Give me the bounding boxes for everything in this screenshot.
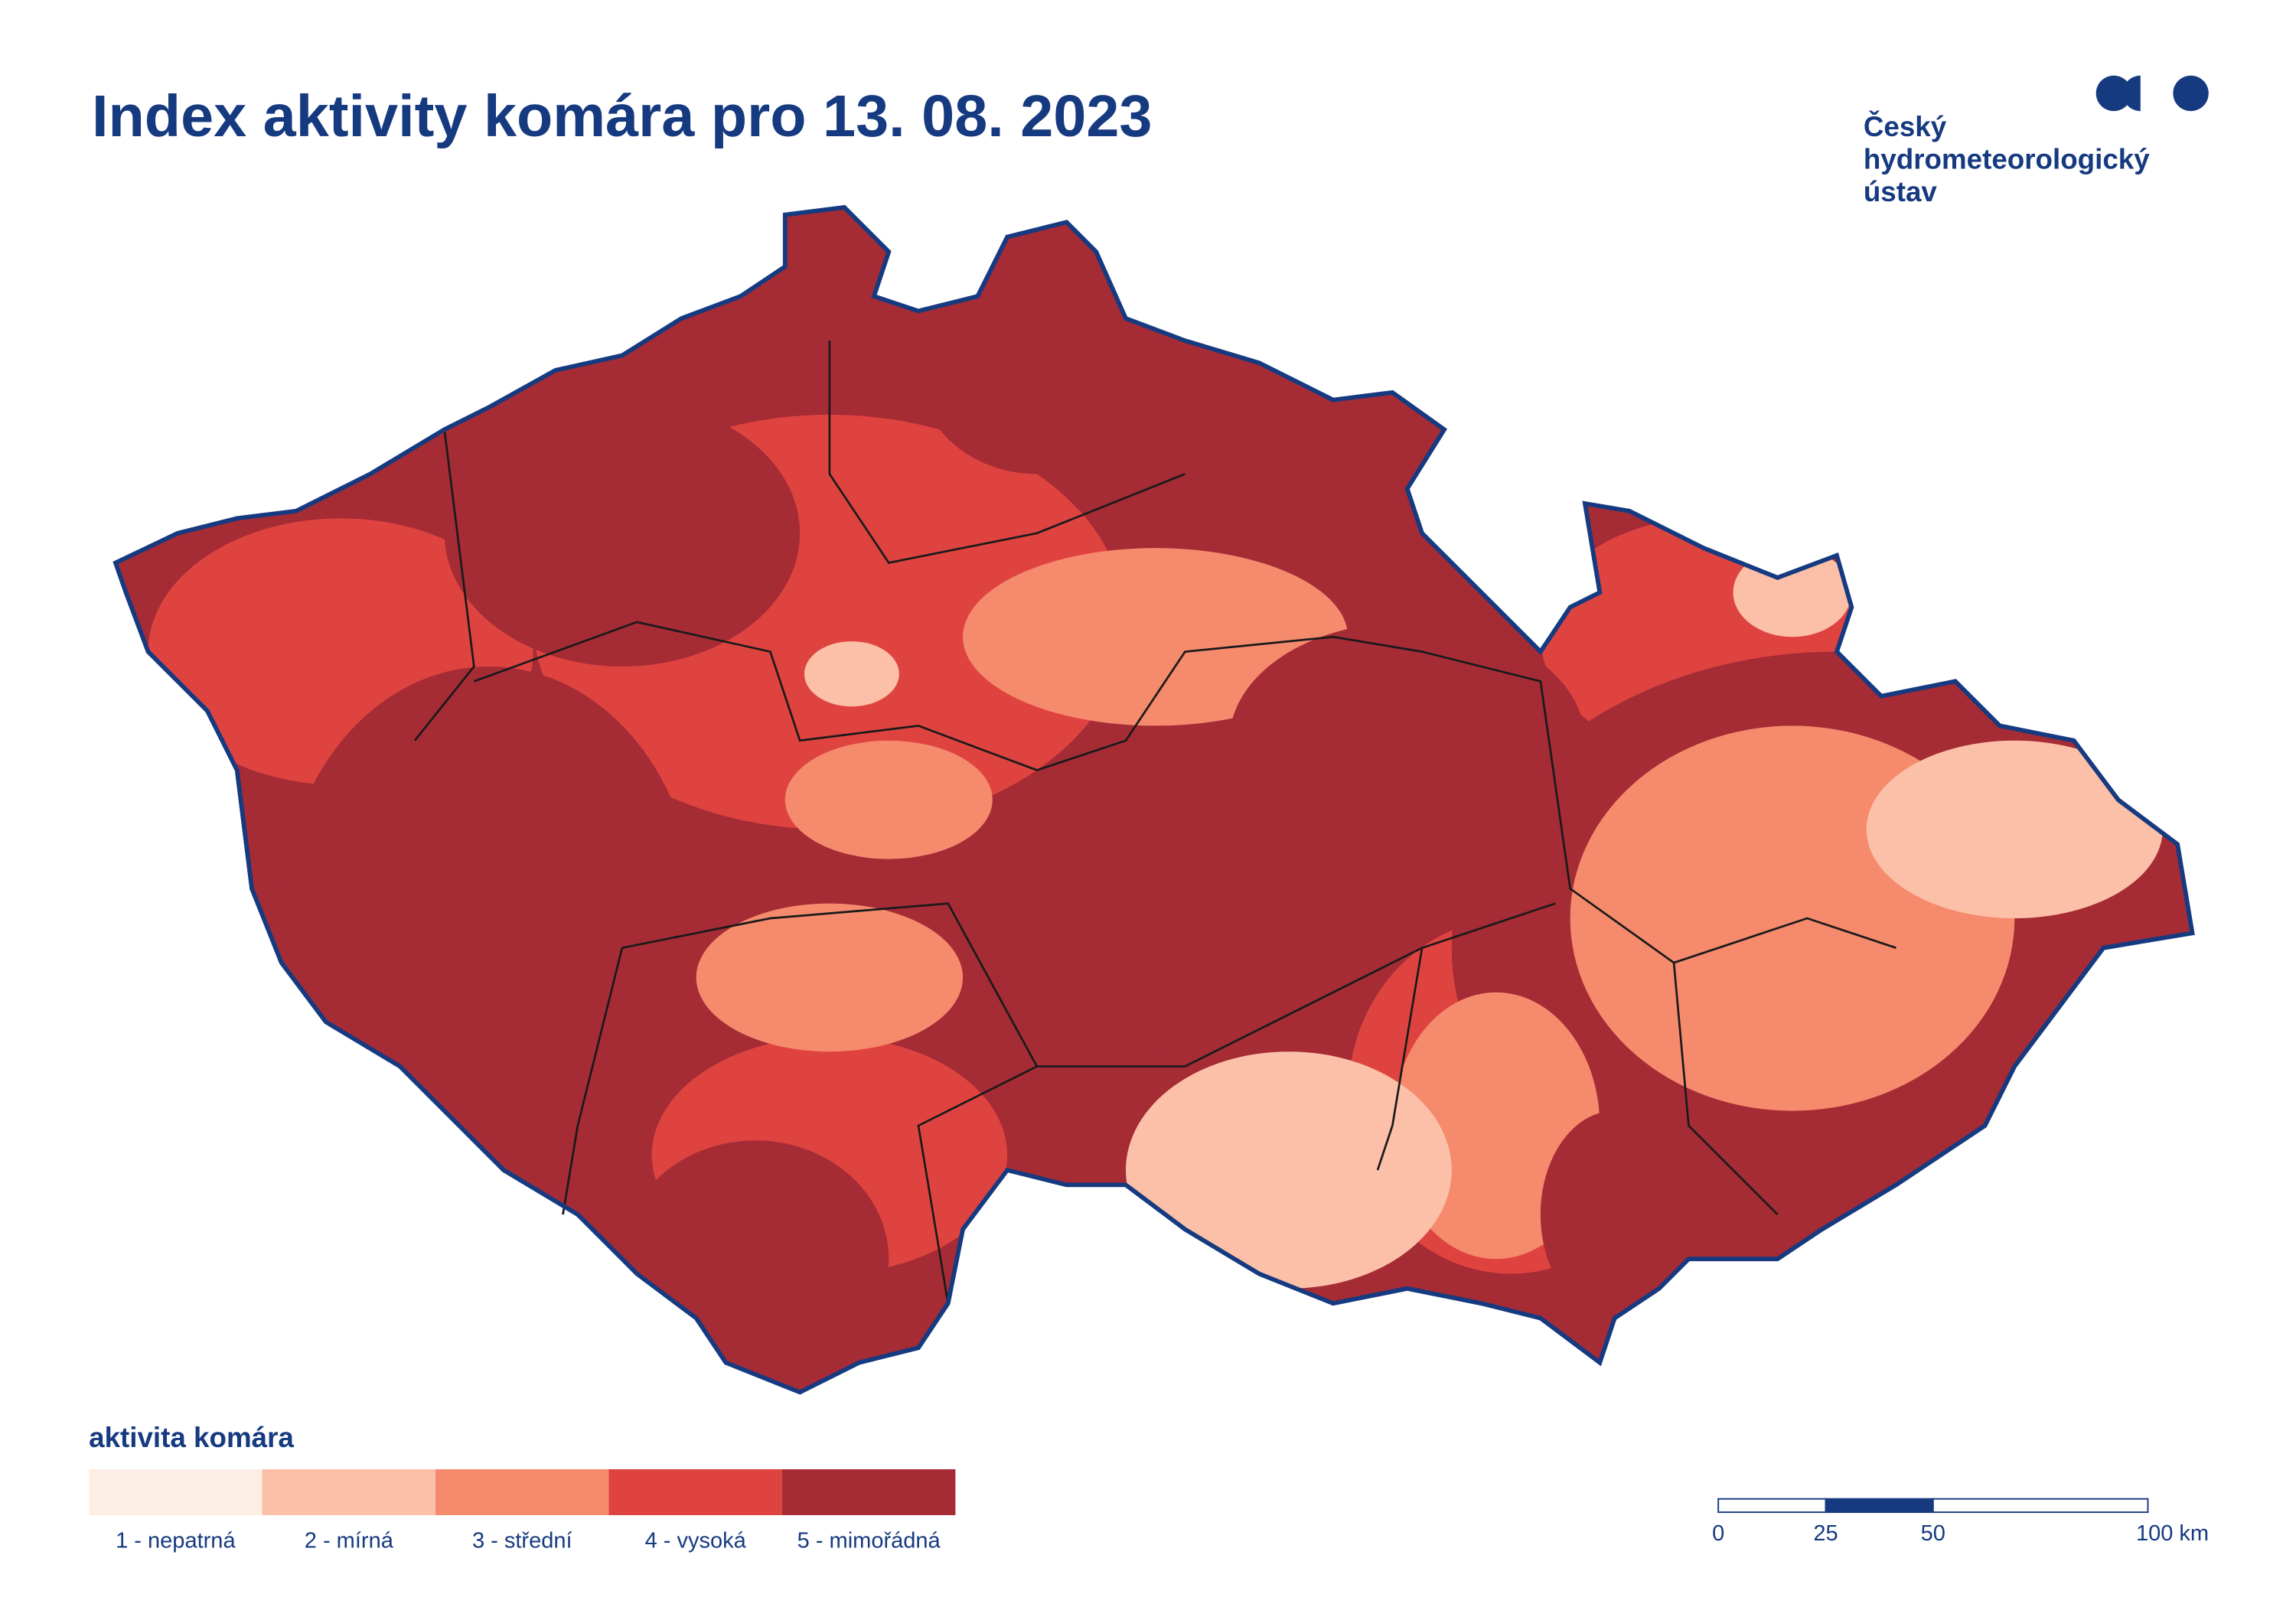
map-region: [1733, 548, 1852, 637]
map-region: [696, 903, 964, 1052]
legend: 1 - nepatrná 2 - mírná 3 - střední 4 - vyso…: [89, 1469, 956, 1553]
map-region: [963, 548, 1349, 726]
legend-label: 2 - mírná: [305, 1529, 394, 1553]
map-region: [918, 266, 1156, 474]
scale-label: 100 km: [2136, 1521, 2209, 1546]
scale-segment: [1825, 1498, 1934, 1514]
map-region: [281, 666, 696, 1171]
legend-label: 5 - mimořádná: [797, 1529, 941, 1553]
logo-dot: [2095, 75, 2132, 112]
scale-label: 0: [1712, 1521, 1724, 1546]
map: [0, 148, 2296, 1482]
logo: Český hydrometeorologický ústav: [1864, 75, 2209, 207]
map-region: [1229, 621, 1585, 859]
legend-title: aktivita komára: [89, 1422, 294, 1453]
legend-label: 1 - nepatrná: [116, 1529, 236, 1553]
logo-text: hydrometeorologický: [1864, 144, 2150, 175]
scale-label: 25: [1813, 1521, 1838, 1546]
legend-swatch: [781, 1469, 956, 1515]
map-region: [621, 1140, 889, 1377]
scale-bar: 0 25 50 100 km: [1712, 1498, 2209, 1546]
map-region: [1540, 1110, 1689, 1319]
map-region: [804, 641, 899, 707]
legend-label: 3 - střední: [472, 1529, 572, 1553]
logo-dot: [2122, 75, 2141, 112]
logo-text: Český: [1864, 110, 1947, 142]
map-region: [1125, 1051, 1452, 1289]
legend-swatch: [262, 1469, 436, 1515]
region-border: [413, 341, 1896, 1304]
logo-dot: [2173, 75, 2209, 112]
legend-label: 4 - vysoká: [645, 1529, 747, 1553]
map-region: [444, 399, 801, 667]
map-region: [784, 740, 993, 859]
legend-swatch: [435, 1469, 609, 1515]
map-region: [963, 844, 1289, 1052]
title: Index aktivity komára pro 13. 08. 2023: [92, 83, 1152, 149]
scale-segment: [1717, 1498, 1827, 1514]
scale-segment: [1932, 1498, 2149, 1514]
scale-label: 50: [1921, 1521, 1945, 1546]
map-region: [1866, 740, 2163, 918]
legend-swatch: [89, 1469, 263, 1515]
logo-text: ústav: [1864, 176, 1938, 207]
legend-swatch: [608, 1469, 782, 1515]
map-fill: [115, 207, 2193, 1393]
